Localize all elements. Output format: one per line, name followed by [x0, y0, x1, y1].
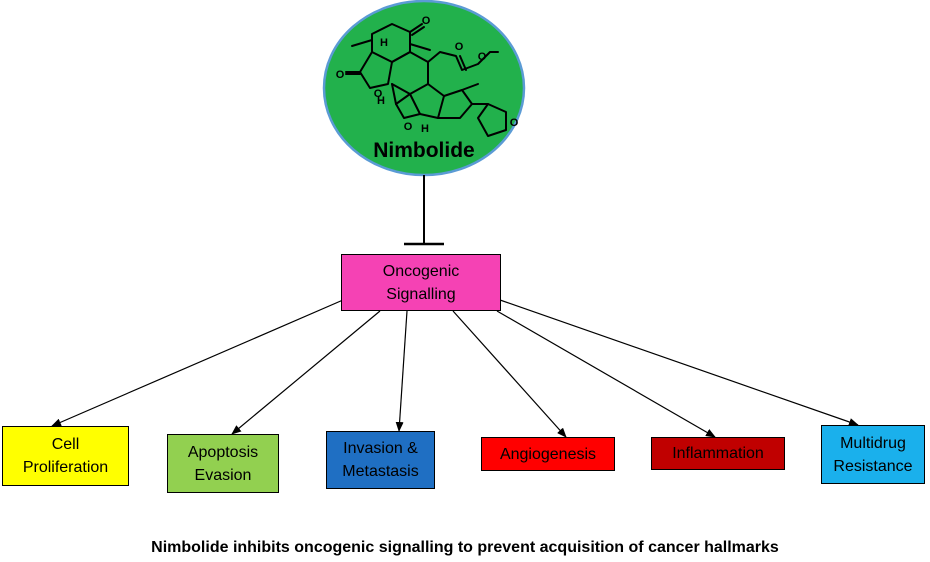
chemical-structure: [345, 23, 507, 137]
structure-atom-labels: O O O O O H H H O O: [336, 15, 519, 135]
atom-label: H: [421, 123, 429, 135]
oncogenic-signalling-box: Oncogenic Signalling: [341, 254, 501, 311]
figure-caption: Nimbolide inhibits oncogenic signalling …: [151, 539, 779, 556]
hallmark-box-invasion-metastasis: Invasion & Metastasis: [326, 431, 435, 489]
hallmark-box-angiogenesis: Angiogenesis: [481, 437, 615, 471]
arrows-group: [51, 299, 859, 438]
hallmark-box-inflammation: Inflammation: [651, 437, 785, 470]
atom-label: O: [478, 51, 487, 63]
hallmark-box-cell-proliferation: Cell Proliferation: [2, 426, 129, 486]
hallmark-box-apoptosis-evasion: Apoptosis Evasion: [167, 434, 279, 493]
arrow-to-inflammation: [496, 310, 716, 438]
arrow-to-angiogenesis: [452, 310, 567, 438]
atom-label: O: [422, 15, 431, 27]
atom-label: O: [404, 121, 413, 133]
hallmark-box-multidrug-resistance: Multidrug Resistance: [821, 425, 925, 484]
atom-label: H: [380, 37, 388, 49]
atom-label: H: [377, 95, 385, 107]
atom-label: O: [455, 41, 464, 53]
atom-label: O: [336, 69, 345, 81]
compound-name: Nimbolide: [373, 139, 475, 162]
arrow-to-apoptosis-evasion: [231, 310, 381, 435]
atom-label: O: [374, 88, 383, 100]
arrow-to-cell-proliferation: [51, 299, 344, 427]
atom-label: O: [510, 117, 519, 129]
arrow-to-multidrug-resistance: [499, 299, 859, 426]
arrow-to-invasion-metastasis: [395, 310, 408, 432]
